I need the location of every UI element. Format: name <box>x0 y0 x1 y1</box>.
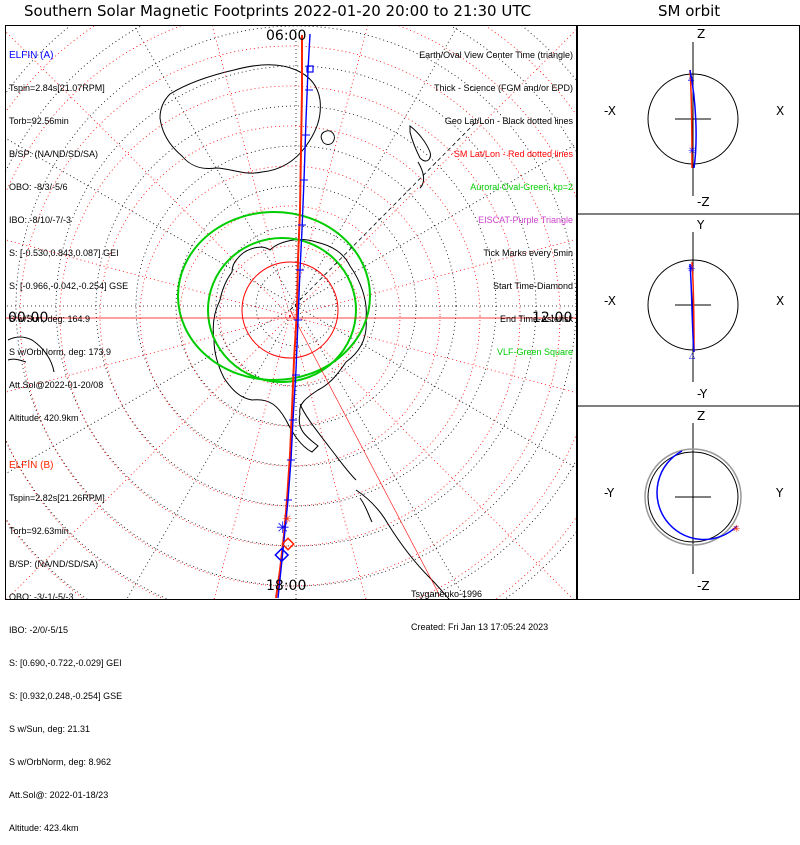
elfin-b-line: Altitude: 423.4km <box>9 823 79 833</box>
geo-grid <box>6 26 576 599</box>
elfin-b-line: S: [0.690,-0.722,-0.029] GEI <box>9 658 122 668</box>
elfin-b-info: ELFIN (B) Tspin=2.82s[21.26RPM] Torb=92.… <box>9 438 122 845</box>
elfin-a-ticks <box>284 89 313 501</box>
legend-item: Earth/Oval View Center Time (triangle) <box>419 50 573 60</box>
sm-longitude-line <box>211 26 291 317</box>
australia-coastline <box>159 64 321 174</box>
elfin-a-header: ELFIN (A) <box>9 50 54 61</box>
elfin-a-end-asterisk: ✳ <box>276 518 289 537</box>
model-name: Tsyganenko-1996 <box>411 589 483 599</box>
elfin-b-line: S w/Sun, deg: 21.31 <box>9 724 91 734</box>
sm-latitude-circle <box>139 165 441 467</box>
map-title: Southern Solar Magnetic Footprints 2022-… <box>24 2 532 20</box>
elfin-b-line: Att.Sol@: 2022-01-18/23 <box>9 790 109 800</box>
sm-grid <box>6 26 576 599</box>
sm-longitude-line <box>289 26 369 317</box>
elfin-a-line: Att.Sol@2022-01-20/08 <box>9 380 104 390</box>
elfin-a-line: S w/Sun, deg: 164.9 <box>9 314 91 324</box>
legend-item: SM Lat/Lon - Red dotted lines <box>453 149 573 159</box>
mlt-label-right: 12:00 <box>532 310 572 326</box>
elfin-a-view-marker <box>306 65 314 73</box>
elfin-a-line: IBO: -8/10/-7/-3 <box>9 215 72 225</box>
elfin-b-line: S w/OrbNorm, deg: 8.962 <box>9 757 112 767</box>
elfin-a-info: ELFIN (A) Tspin=2.84s[21.07RPM] Torb=92.… <box>9 28 128 435</box>
created-timestamp: Created: Fri Jan 13 17:05:24 2023 <box>411 622 549 632</box>
elfin-b-line: Torb=92.63min <box>9 526 69 536</box>
elfin-a-line: Torb=92.56min <box>9 116 69 126</box>
africa-coastline <box>7 336 55 373</box>
elfin-a-line: S: [-0.966,-0.042,-0.254] GSE <box>9 281 129 291</box>
elfin-b-start-diamond <box>281 537 295 551</box>
orbit-title: SM orbit <box>658 2 721 20</box>
mlt-label-bottom: 18:00 <box>266 578 306 594</box>
elfin-a-line: OBO: -8/3/-5/6 <box>9 182 68 192</box>
auroral-oval-inner <box>207 237 357 383</box>
legend-item: End Time-Asterisk <box>499 314 573 324</box>
elfin-a-line: B/SP: (NA/ND/SD/SA) <box>9 149 99 159</box>
sm-latitude-circle <box>59 85 521 547</box>
elfin-a-line: S w/OrbNorm, deg: 173.9 <box>9 347 112 357</box>
elfin-a-line: Tspin=2.84s[21.07RPM] <box>9 83 105 93</box>
elfin-b-line: Tspin=2.82s[21.26RPM] <box>9 493 105 503</box>
new-zealand-coastline <box>409 124 431 189</box>
elfin-a-start-diamond <box>274 547 290 563</box>
elfin-b-end-asterisk: ✳ <box>282 512 292 526</box>
sm-latitude-circle <box>219 245 361 387</box>
tasmania-coastline <box>320 130 335 145</box>
legend-item: Tick Marks every 5min <box>483 248 573 258</box>
sm-longitude-line <box>213 315 291 599</box>
mlt-label-top: 06:00 <box>266 28 306 44</box>
elfin-a-line: S: [-0.530,0.843,0.087] GEI <box>9 248 119 258</box>
auroral-oval-outer <box>177 211 371 381</box>
legend-item: EISCAT-Purple Triangle <box>478 215 573 225</box>
coastlines <box>7 64 450 599</box>
legend-item: Thick - Science (FGM and/or EPD) <box>433 83 573 93</box>
geo-dashed-line-2 <box>289 309 441 597</box>
sm-longitude-line <box>289 315 367 599</box>
legend-item: VLF-Green Square <box>496 347 573 357</box>
polar-map: ✳ ✳ 06:00 00:00 12:00 18:00 <box>6 26 576 599</box>
sm-latitude-circle <box>99 125 481 507</box>
geo-dashed-line <box>289 119 479 311</box>
elfin-b-line: B/SP: (NA/ND/SD/SA) <box>9 559 99 569</box>
sm-latitude-circle <box>179 205 401 427</box>
elfin-b-line: S: [0.932,0.248,-0.254] GSE <box>9 691 123 701</box>
elfin-b-header: ELFIN (B) <box>9 460 54 471</box>
sm-latitude-circle <box>19 45 561 587</box>
sm-pole-ring <box>241 261 339 359</box>
elfin-a-track <box>277 33 311 599</box>
peninsula-coastline <box>299 403 357 481</box>
elfin-a-line: Altitude: 420.9km <box>9 413 79 423</box>
footer: Tsyganenko-1996 Created: Fri Jan 13 17:0… <box>411 567 548 644</box>
elfin-b-line: OBO: -3/-1/-5/-3 <box>9 592 74 602</box>
south-america-coastline <box>355 489 450 599</box>
mlt-label-left: 00:00 <box>8 310 48 326</box>
legend: Earth/Oval View Center Time (triangle) T… <box>419 28 573 369</box>
antarctica-coastline <box>212 239 367 453</box>
elfin-b-line: IBO: -2/0/-5/15 <box>9 625 69 635</box>
legend-item: Start Time-Diamond <box>492 281 573 291</box>
legend-item: Auroral Oval-Green, kp=2 <box>470 182 573 192</box>
legend-item: Geo Lat/Lon - Black dotted lines <box>444 116 573 126</box>
